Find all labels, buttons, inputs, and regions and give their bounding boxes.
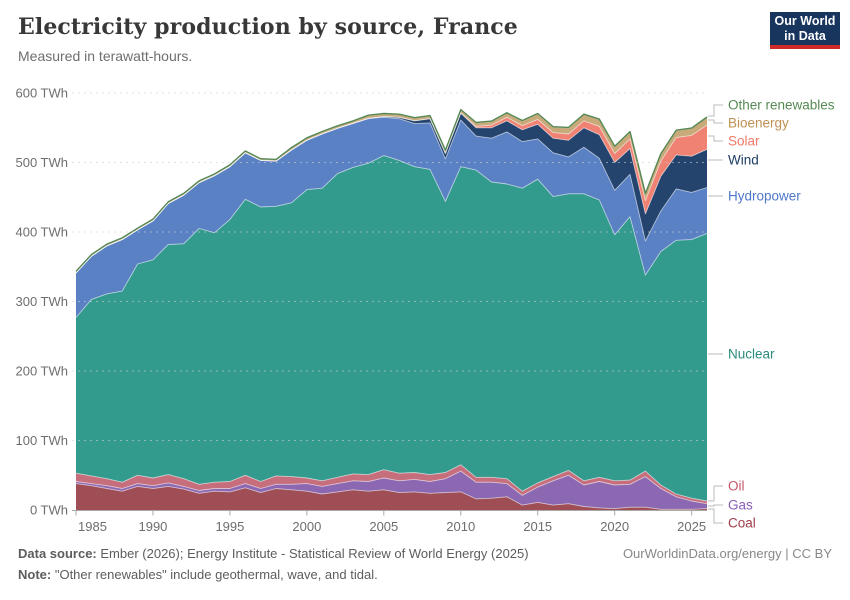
legend-label-bioenergy[interactable]: Bioenergy bbox=[728, 116, 789, 131]
owid-logo-line1: Our World bbox=[774, 13, 836, 28]
x-axis-label-2020: 2020 bbox=[600, 519, 629, 534]
layer-separator-coal bbox=[75, 483, 708, 510]
area-coal[interactable] bbox=[76, 483, 707, 510]
legend-connector-coal bbox=[708, 508, 723, 524]
area-nuclear[interactable] bbox=[76, 155, 707, 501]
page-title: Electricity production by source, France bbox=[18, 14, 518, 40]
layer-separator-oil bbox=[75, 464, 708, 502]
x-axis-label-2025: 2025 bbox=[677, 519, 706, 534]
legend-connector-oil bbox=[708, 485, 723, 502]
layer-separator-nuclear bbox=[75, 155, 708, 318]
y-axis-label-600: 600 TWh bbox=[15, 86, 68, 101]
legend-connector-gas bbox=[708, 504, 723, 507]
legend-connector-other_renewables bbox=[708, 104, 723, 117]
page-subtitle: Measured in terawatt-hours. bbox=[18, 48, 193, 64]
footer-source-label: Data source: bbox=[18, 546, 97, 561]
legend-label-hydropower[interactable]: Hydropower bbox=[728, 189, 801, 204]
legend-label-nuclear[interactable]: Nuclear bbox=[728, 347, 775, 362]
x-axis-label-2015: 2015 bbox=[523, 519, 552, 534]
layer-separator-solar bbox=[75, 112, 708, 274]
legend-connector-solar bbox=[708, 135, 723, 142]
owid-logo: Our World in Data bbox=[770, 12, 840, 45]
area-hydropower[interactable] bbox=[76, 117, 707, 318]
y-axis-label-0: 0 TWh bbox=[30, 503, 68, 518]
legend-label-solar[interactable]: Solar bbox=[728, 134, 760, 149]
footer-source-text: Ember (2026); Energy Institute - Statist… bbox=[100, 546, 529, 561]
area-gas[interactable] bbox=[76, 471, 707, 510]
y-axis-label-200: 200 TWh bbox=[15, 364, 68, 379]
owid-logo-red-bar bbox=[770, 45, 840, 49]
x-axis-label-1985: 1985 bbox=[78, 519, 107, 534]
x-axis-label-1995: 1995 bbox=[215, 519, 244, 534]
x-axis-label-2000: 2000 bbox=[292, 519, 321, 534]
x-axis-label-1990: 1990 bbox=[138, 519, 167, 534]
legend-label-wind[interactable]: Wind bbox=[728, 153, 759, 168]
y-axis-label-400: 400 TWh bbox=[15, 225, 68, 240]
stack-top-line-other-renewables bbox=[75, 108, 708, 272]
y-axis-label-100: 100 TWh bbox=[15, 433, 68, 448]
footer-source-line: Data source: Ember (2026); Energy Instit… bbox=[18, 546, 529, 561]
y-axis-label-300: 300 TWh bbox=[15, 294, 68, 309]
legend-label-coal[interactable]: Coal bbox=[728, 516, 756, 531]
legend-connector-bioenergy bbox=[708, 119, 723, 124]
legend-label-gas[interactable]: Gas bbox=[728, 498, 753, 513]
footer-note-text: "Other renewables" include geothermal, w… bbox=[54, 567, 378, 582]
legend-label-other_renewables[interactable]: Other renewables bbox=[728, 98, 835, 113]
footer-url[interactable]: OurWorldinData.org/energy | CC BY bbox=[622, 546, 832, 561]
layer-separator-gas bbox=[75, 470, 708, 505]
footer-note-label: Note: bbox=[18, 567, 52, 582]
footer-note-line: Note: "Other renewables" include geother… bbox=[18, 567, 378, 582]
y-axis-label-500: 500 TWh bbox=[15, 155, 68, 170]
legend-label-oil[interactable]: Oil bbox=[728, 479, 745, 494]
x-axis-label-2010: 2010 bbox=[446, 519, 475, 534]
owid-logo-line2: in Data bbox=[784, 28, 826, 43]
x-axis-label-2005: 2005 bbox=[369, 519, 398, 534]
